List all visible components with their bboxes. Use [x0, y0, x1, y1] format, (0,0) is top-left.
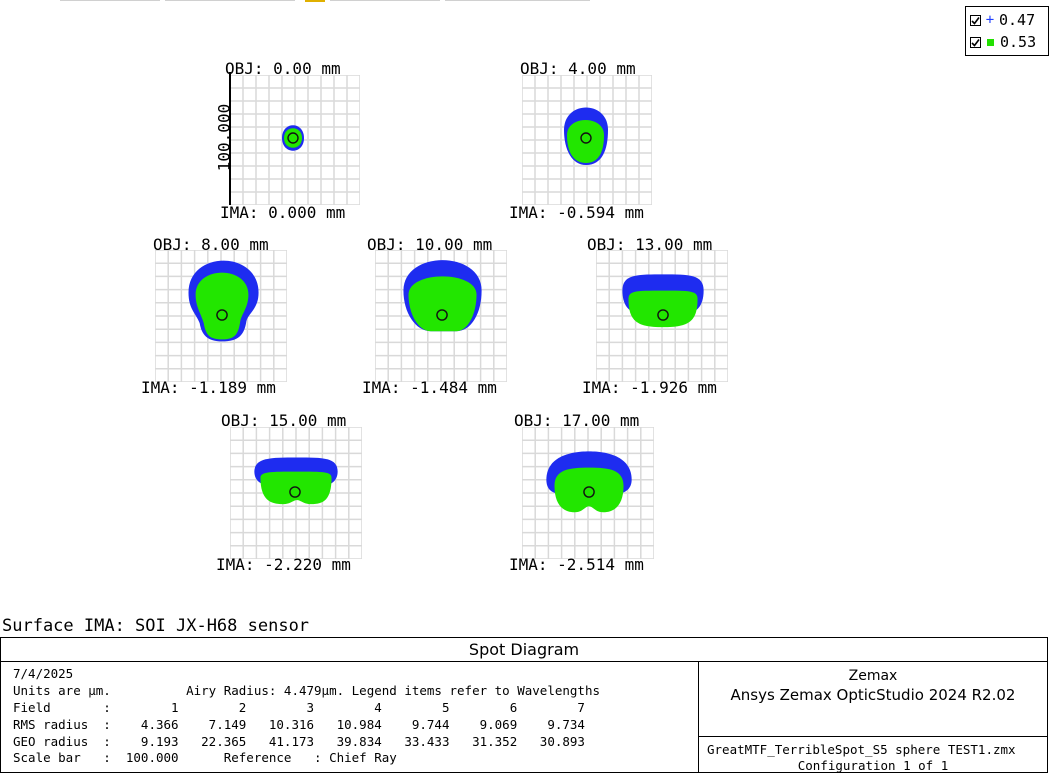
airy-disk-circle: [583, 486, 595, 498]
brand-panel: Zemax Ansys Zemax OpticStudio 2024 R2.02…: [699, 662, 1047, 773]
info-footer: Spot Diagram 7/4/2025 Units are µm. Airy…: [0, 637, 1048, 773]
spot-green-053: [195, 272, 249, 340]
checkbox-icon[interactable]: [970, 14, 981, 26]
spot-plot-field-6: [230, 427, 362, 559]
airy-disk-circle: [580, 132, 592, 144]
wavelength-legend: + 0.47 0.53: [965, 6, 1049, 56]
units-line: Units are µm. Airy Radius: 4.479µm. Lege…: [13, 683, 600, 698]
spot-green-053: [408, 276, 477, 332]
ima-height-label: IMA: -1.484 mm: [362, 378, 497, 397]
spot-plot-field-1: [230, 75, 360, 205]
spot-green-053: [567, 120, 604, 163]
geo-line: GEO radius : 9.193 22.365 41.173 39.834 …: [13, 734, 585, 749]
spot-plot-svg: [522, 75, 652, 205]
spot-green-053: [260, 471, 332, 505]
scale-bar: [229, 72, 231, 205]
spot-plot-svg: [230, 75, 360, 205]
spot-plot-svg: [155, 250, 287, 382]
ima-height-label: IMA: 0.000 mm: [220, 203, 346, 222]
obj-field-label: OBJ: 10.00 mm: [367, 235, 493, 254]
spot-green-053: [554, 467, 624, 513]
spot-plot-svg: [375, 250, 507, 382]
square-marker-icon: [987, 38, 994, 46]
spot-plot-svg: [596, 250, 728, 382]
obj-field-label: OBJ: 17.00 mm: [514, 411, 640, 430]
info-panel: 7/4/2025 Units are µm. Airy Radius: 4.47…: [1, 662, 699, 773]
spot-green-053: [284, 128, 302, 148]
airy-disk-circle: [657, 309, 669, 321]
spot-plot-field-7: [522, 427, 654, 559]
ima-height-label: IMA: -0.594 mm: [509, 203, 644, 222]
ima-height-label: IMA: -1.189 mm: [141, 378, 276, 397]
obj-field-label: OBJ: 15.00 mm: [221, 411, 347, 430]
spot-plot-svg: [230, 427, 362, 559]
top-toolbar-remnant: [0, 0, 600, 2]
obj-field-label: OBJ: 13.00 mm: [587, 235, 713, 254]
spot-green-053: [628, 290, 698, 328]
legend-wavelength: 0.53: [1000, 33, 1037, 51]
file-name: GreatMTF_TerribleSpot_S5 sphere TEST1.zm…: [707, 742, 1016, 757]
spot-plot-field-4: [375, 250, 507, 382]
scale-bar-label: 100.000: [214, 103, 234, 172]
rms-line: RMS radius : 4.366 7.149 10.316 10.984 9…: [13, 717, 585, 732]
surface-label: Surface IMA: SOI JX-H68 sensor: [2, 616, 310, 636]
plus-marker-icon: +: [985, 12, 995, 28]
spot-plot-svg: [522, 427, 654, 559]
legend-wavelength: 0.47: [999, 11, 1036, 29]
date-line: 7/4/2025: [13, 666, 74, 681]
spot-plot-field-5: [596, 250, 728, 382]
airy-disk-circle: [216, 309, 228, 321]
airy-disk-circle: [436, 309, 448, 321]
obj-field-label: OBJ: 8.00 mm: [153, 235, 269, 254]
airy-disk-circle: [287, 132, 299, 144]
obj-field-label: OBJ: 0.00 mm: [225, 59, 341, 78]
checkbox-icon[interactable]: [970, 36, 981, 48]
diagram-title: Spot Diagram: [1, 638, 1047, 662]
ima-height-label: IMA: -2.220 mm: [216, 555, 351, 574]
company-name: Zemax: [848, 668, 898, 684]
legend-item-2[interactable]: 0.53: [970, 31, 1036, 53]
airy-disk-circle: [289, 486, 301, 498]
ima-height-label: IMA: -1.926 mm: [582, 378, 717, 397]
configuration: Configuration 1 of 1: [797, 758, 949, 773]
product-name: Ansys Zemax OpticStudio 2024 R2.02: [730, 686, 1016, 704]
spot-plot-field-3: [155, 250, 287, 382]
spot-plot-field-2: [522, 75, 652, 205]
scale-line: Scale bar : 100.000 Reference : Chief Ra…: [13, 750, 397, 765]
legend-item-1[interactable]: + 0.47: [970, 9, 1035, 31]
obj-field-label: OBJ: 4.00 mm: [520, 59, 636, 78]
field-line: Field : 1 2 3 4 5 6 7: [13, 700, 585, 715]
ima-height-label: IMA: -2.514 mm: [509, 555, 644, 574]
